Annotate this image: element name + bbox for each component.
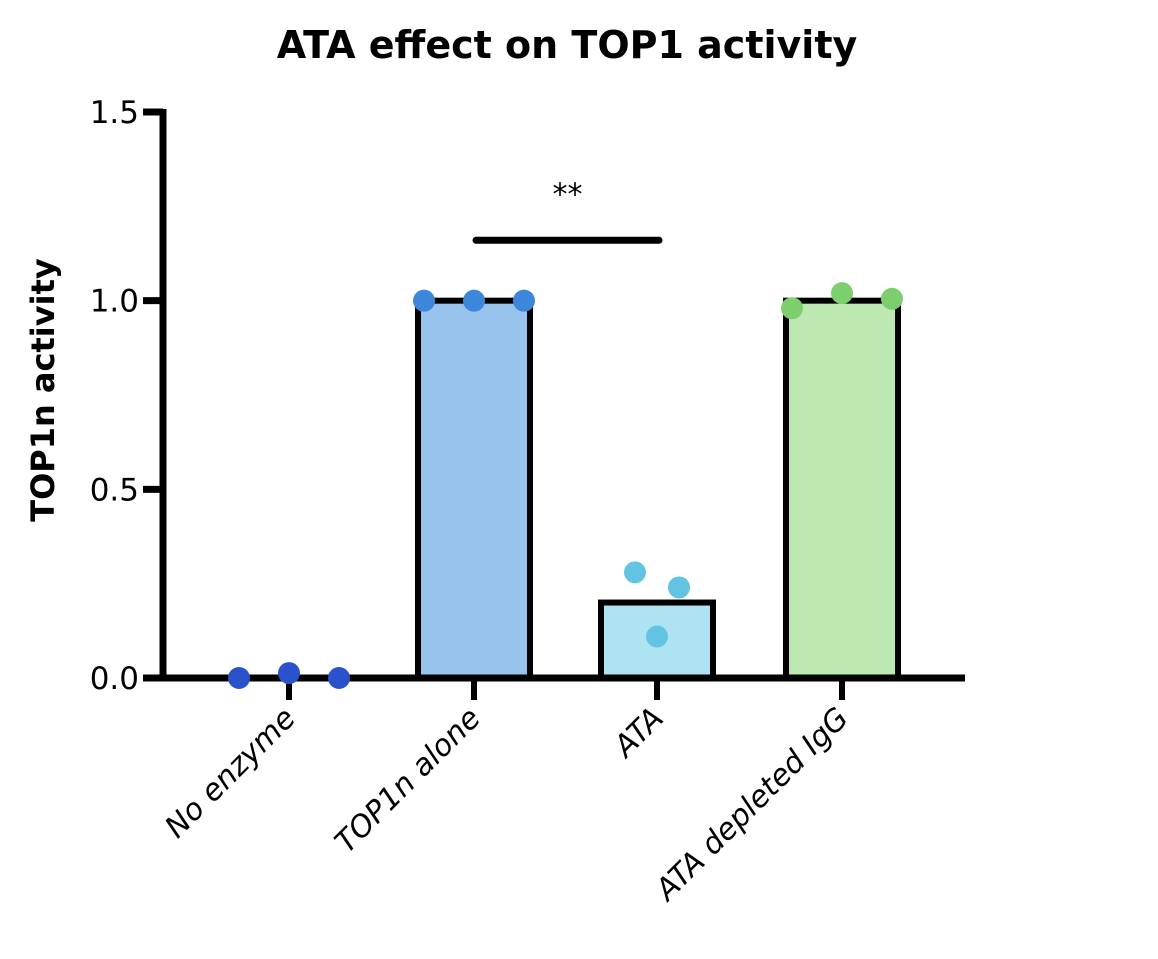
data-point [328, 667, 350, 689]
bars-layer [415, 297, 901, 681]
data-point [624, 561, 646, 584]
chart-title: ATA effect on TOP1 activity [277, 23, 858, 67]
bar-1 [415, 297, 533, 681]
y-tick-label: 1.5 [90, 95, 139, 131]
annotation-layer: ** [472, 177, 663, 244]
data-point [228, 667, 250, 689]
x-tick-label: ATA depleted IgG [648, 701, 856, 909]
significance-label: ** [553, 177, 583, 212]
data-point [413, 289, 435, 312]
data-point [668, 576, 690, 599]
bar-3 [783, 297, 901, 681]
y-tick-label: 0.5 [90, 472, 139, 508]
y-tick-label: 1.0 [90, 284, 139, 320]
data-point [831, 282, 853, 305]
data-point [463, 289, 485, 312]
x-tick-label: ATA [606, 701, 671, 766]
points-layer [228, 282, 903, 689]
data-point [646, 625, 668, 648]
y-tick-label: 0.0 [90, 661, 139, 697]
data-point [781, 297, 803, 320]
data-point [513, 289, 535, 312]
data-point [278, 662, 300, 685]
x-tick-label: No enzyme [158, 701, 302, 845]
y-axis-label: TOP1n activity [24, 258, 62, 522]
x-tick-label: TOP1n alone [328, 701, 487, 860]
data-point [881, 287, 903, 310]
